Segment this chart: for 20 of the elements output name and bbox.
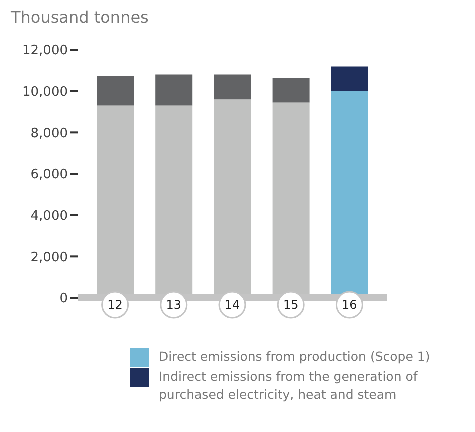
- bar: [331, 66, 368, 92]
- y-tick-label: 8,000: [30, 126, 68, 142]
- y-tick-label: 4,000: [30, 208, 68, 224]
- x-tick-label: 15: [283, 298, 299, 312]
- x-tick-label: 14: [224, 298, 240, 312]
- legend-label: Direct emissions from production (Scope 1): [159, 348, 430, 366]
- x-tick-label: 12: [108, 298, 123, 312]
- y-tick-label: 6,000: [30, 168, 68, 183]
- y-tick-label: 10,000: [22, 84, 68, 100]
- y-axis-title: Thousand tonnes: [11, 8, 150, 29]
- legend-label: Indirect emissions from the generation of purchased electricity, heat and steam: [159, 368, 419, 404]
- x-tick-label: 13: [166, 298, 182, 312]
- bar: [156, 74, 193, 106]
- bar: [214, 74, 252, 100]
- bar: [97, 76, 134, 106]
- bar: [272, 78, 310, 103]
- y-tick-label: 0: [60, 292, 68, 307]
- y-tick-label: 2,000: [30, 250, 68, 266]
- y-tick-label: 12,000: [22, 44, 68, 59]
- x-tick-label: 16: [342, 298, 358, 312]
